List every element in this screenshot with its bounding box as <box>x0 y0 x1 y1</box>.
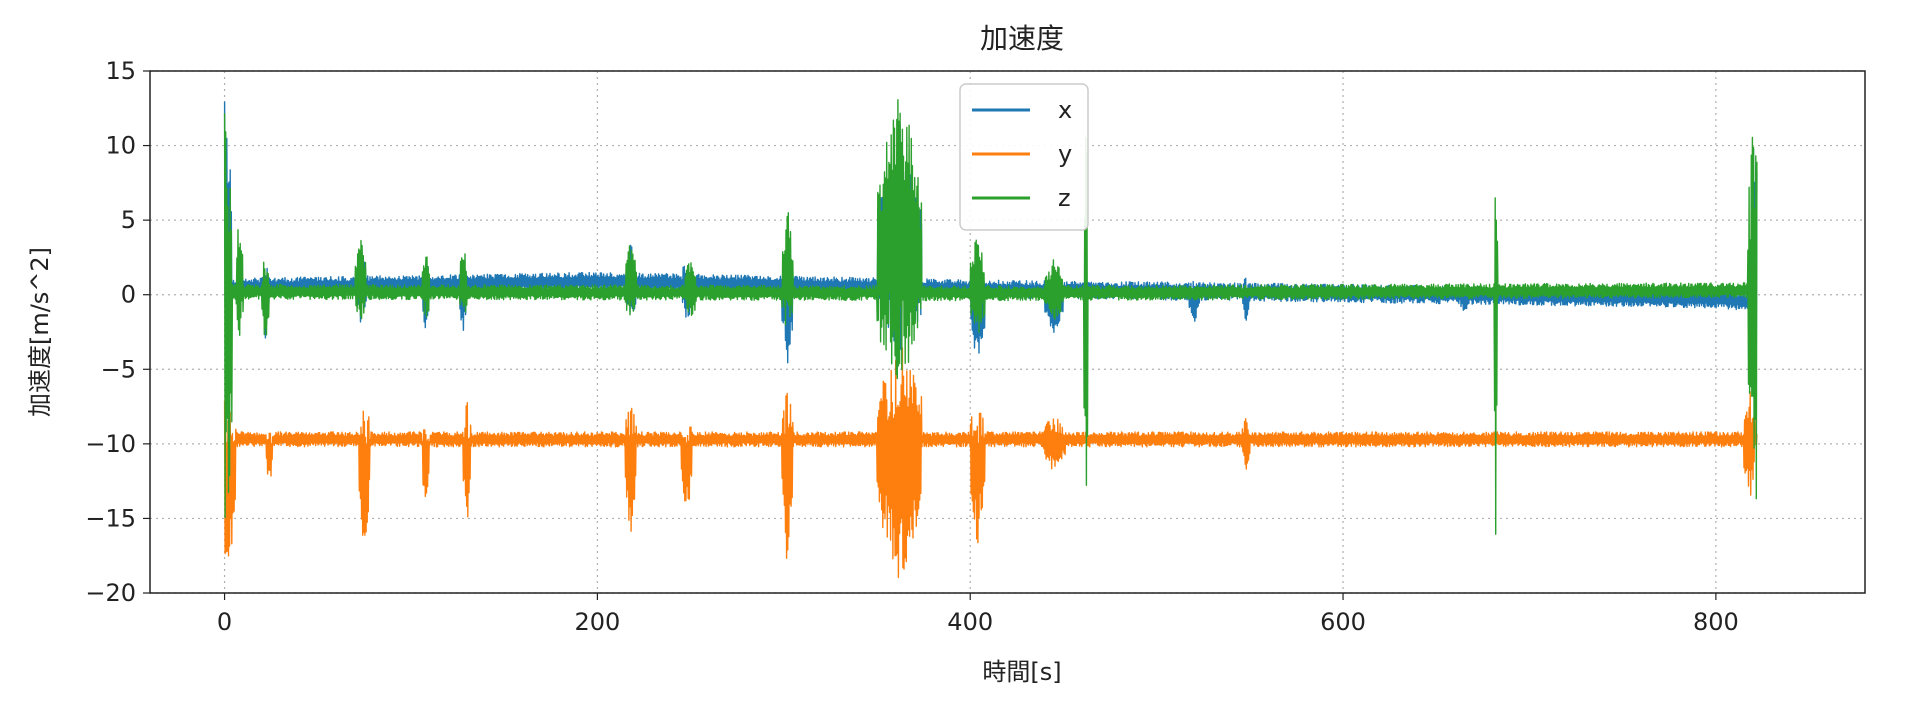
legend-label-y: y <box>1058 140 1072 168</box>
series-line-y <box>223 347 1758 579</box>
chart-title: 加速度 <box>980 22 1064 55</box>
y-axis-label: 加速度[m/s^2] <box>26 247 54 417</box>
y-tick-label-5: −10 <box>85 430 136 458</box>
x-tick-label-0: 0 <box>217 608 232 636</box>
y-tick-label-2: 5 <box>121 206 136 234</box>
series-line-x <box>223 101 1758 373</box>
y-tick-label-0: 15 <box>105 57 136 85</box>
x-tick-label-1: 200 <box>574 608 620 636</box>
series-layer <box>223 99 1758 579</box>
plot-frame <box>149 70 1866 594</box>
y-tick-label-3: 0 <box>121 281 136 309</box>
y-tick-label-1: 10 <box>105 132 136 160</box>
y-tick-label-6: −15 <box>85 504 136 532</box>
y-tick-label-4: −5 <box>101 355 136 383</box>
series-line-z <box>223 99 1758 535</box>
x-tick-label-3: 600 <box>1320 608 1366 636</box>
legend-box <box>959 83 1089 231</box>
x-axis-label: 時間[s] <box>982 658 1061 686</box>
tick-layer: 0 200 400 600 800 15 10 5 0 −5 −10 −15 −20 <box>85 57 1738 636</box>
legend: xyz <box>959 83 1089 231</box>
legend-label-x: x <box>1058 96 1072 124</box>
y-tick-label-7: −20 <box>85 579 136 607</box>
x-tick-label-4: 800 <box>1693 608 1739 636</box>
legend-label-z: z <box>1058 184 1071 212</box>
x-tick-label-2: 400 <box>947 608 993 636</box>
